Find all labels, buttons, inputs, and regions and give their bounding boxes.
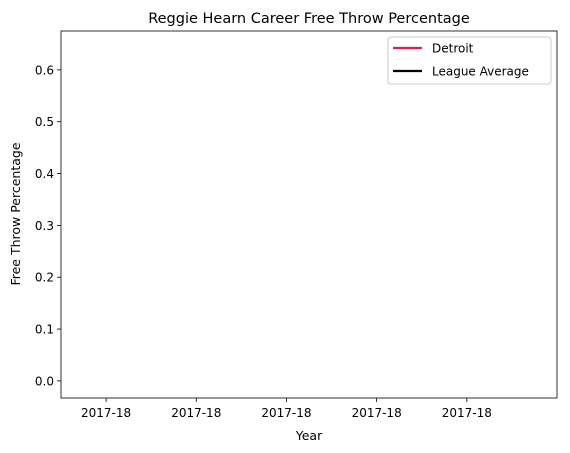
y-tick-label: 0.0 — [35, 374, 54, 388]
legend-frame — [387, 36, 552, 85]
plot-area: 2017-18 2017-18 2017-18 2017-18 2017-18 0.00… — [35, 30, 558, 420]
legend: Detroit League Average — [387, 36, 552, 85]
legend-label: Detroit — [432, 42, 474, 56]
y-axis-label: Free Throw Percentage — [8, 142, 23, 285]
chart-title: Reggie Hearn Career Free Throw Percentag… — [148, 11, 470, 27]
legend-label: League Average — [432, 65, 529, 79]
x-tick-label: 2017-18 — [261, 406, 311, 420]
x-tick-label: 2017-18 — [171, 406, 221, 420]
y-tick-label: 0.6 — [35, 63, 54, 77]
y-tick-label: 0.4 — [35, 167, 54, 181]
x-tick-label: 2017-18 — [352, 406, 402, 420]
x-tick-label: 2017-18 — [81, 406, 131, 420]
y-tick-label: 0.5 — [35, 115, 54, 129]
x-axis-ticks: 2017-18 2017-18 2017-18 2017-18 2017-18 — [81, 398, 492, 420]
y-tick-label: 0.1 — [35, 323, 54, 337]
axes-frame — [60, 30, 558, 399]
x-axis-label: Year — [295, 428, 323, 443]
y-axis-ticks: 0.0 0.1 0.2 0.3 0.4 0.5 0.6 — [35, 63, 61, 388]
x-tick-label: 2017-18 — [442, 406, 492, 420]
y-tick-label: 0.3 — [35, 219, 54, 233]
y-tick-label: 0.2 — [35, 271, 54, 285]
